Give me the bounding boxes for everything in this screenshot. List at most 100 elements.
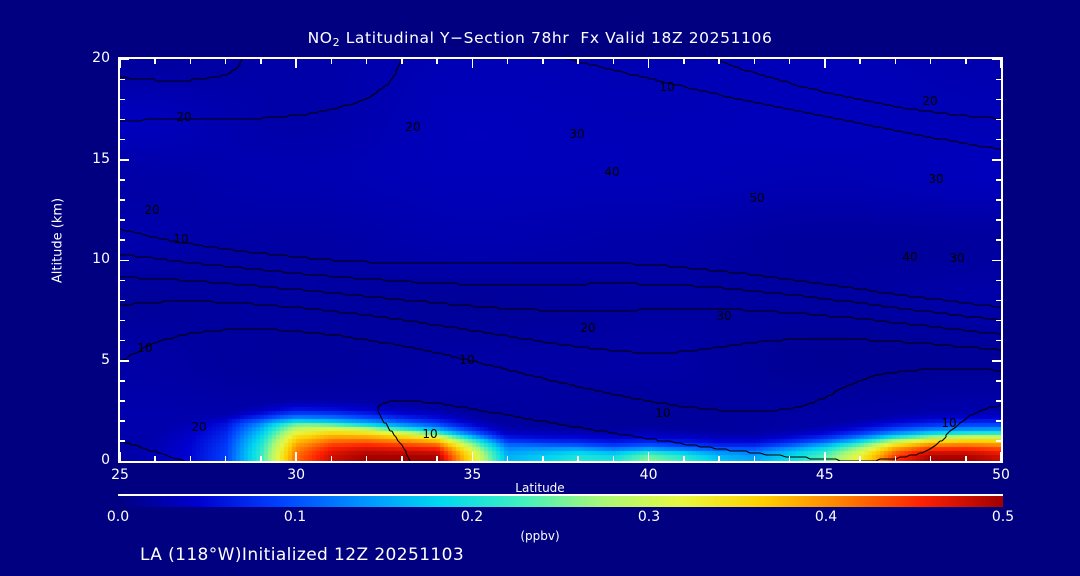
- colorbar-tick-label: 0.2: [460, 509, 484, 525]
- y-minor-tick: [120, 299, 125, 302]
- y-minor-tick: [120, 78, 125, 81]
- x-major-tick-top: [647, 59, 650, 68]
- y-tick-label: 10: [92, 251, 110, 267]
- x-minor-tick-top: [401, 59, 403, 64]
- x-minor-tick-top: [753, 59, 756, 64]
- x-major-tick: [1000, 452, 1002, 461]
- y-minor-tick: [120, 279, 125, 282]
- x-major-tick: [119, 452, 121, 461]
- y-minor-tick: [120, 138, 125, 141]
- x-tick-label: 25: [111, 467, 129, 483]
- y-minor-tick: [120, 239, 125, 241]
- y-major-tick: [120, 460, 129, 462]
- x-minor-tick: [683, 456, 685, 461]
- y-minor-tick: [120, 219, 125, 221]
- colorbar-gradient: [118, 494, 1003, 507]
- y-major-tick: [120, 58, 129, 60]
- colorbar[interactable]: [118, 494, 1003, 507]
- x-tick-label: 35: [463, 467, 482, 483]
- y-tick-label: 20: [92, 50, 110, 66]
- y-major-tick-right: [992, 159, 1001, 161]
- title-rest: Latitudinal Y−Section 78hr Fx Valid 18Z …: [340, 29, 773, 47]
- concentration-field: [120, 59, 1001, 461]
- contour-label: 10: [137, 341, 152, 355]
- contour-line-50: [120, 59, 1001, 322]
- x-tick-label: 50: [992, 467, 1010, 483]
- contour-label: 10: [422, 427, 437, 441]
- y-major-tick: [120, 360, 129, 362]
- title-species-prefix: NO: [307, 29, 333, 47]
- contour-label: 30: [949, 251, 964, 265]
- x-minor-tick-top: [683, 59, 685, 64]
- contour-label: 30: [569, 127, 584, 141]
- colorbar-tick-label: 0.4: [814, 509, 838, 525]
- x-minor-tick-top: [965, 59, 967, 64]
- y-minor-tick-right: [996, 380, 1001, 382]
- x-minor-tick: [330, 456, 333, 461]
- colorbar-tick-label: 0.1: [283, 509, 307, 525]
- contour-label: 40: [902, 250, 917, 264]
- x-major-tick-top: [1000, 59, 1002, 68]
- x-major-tick: [295, 452, 297, 461]
- footer-label: LA (118°W)Initialized 12Z 20251103: [140, 545, 465, 565]
- y-minor-tick-right: [996, 179, 1001, 181]
- contour-label: 10: [941, 416, 956, 430]
- y-tick-label: 5: [101, 351, 110, 368]
- y-minor-tick-right: [996, 279, 1001, 282]
- contour-label: 10: [655, 406, 670, 420]
- contour-label: 20: [144, 203, 159, 217]
- y-tick-label: 15: [92, 150, 110, 167]
- x-minor-tick: [577, 456, 579, 461]
- x-minor-tick: [260, 456, 262, 461]
- contour-label: 20: [922, 94, 937, 108]
- y-minor-tick-right: [996, 98, 1001, 101]
- y-minor-tick: [120, 420, 125, 422]
- x-minor-tick-top: [577, 59, 579, 64]
- y-minor-tick-right: [996, 239, 1001, 241]
- contour-label: 30: [716, 309, 731, 323]
- x-minor-tick-top: [365, 59, 368, 64]
- x-minor-tick-top: [260, 59, 262, 64]
- plot-area[interactable]: 10 20 20 30 20 40 50 30 10 20 40 30 30 20 10 10 10 10 10 20: [118, 57, 1003, 463]
- x-minor-tick: [542, 456, 544, 461]
- contour-label: 40: [604, 165, 619, 179]
- x-minor-tick: [436, 456, 438, 461]
- x-minor-tick: [612, 456, 615, 461]
- x-minor-tick: [965, 456, 967, 461]
- y-minor-tick-right: [996, 118, 1001, 121]
- x-minor-tick-top: [436, 59, 438, 64]
- x-minor-tick-top: [224, 59, 227, 64]
- x-minor-tick: [718, 456, 720, 461]
- x-minor-tick-top: [154, 59, 156, 64]
- x-minor-tick: [189, 456, 192, 461]
- x-tick-label: 45: [815, 467, 834, 483]
- contour-line-40: [120, 276, 1001, 336]
- y-minor-tick-right: [996, 299, 1001, 302]
- y-major-tick-right: [992, 58, 1001, 60]
- contour-label: 10: [459, 353, 474, 367]
- x-minor-tick: [859, 456, 861, 461]
- y-minor-tick: [120, 199, 125, 201]
- x-major-tick-top: [824, 59, 826, 68]
- y-minor-tick-right: [996, 420, 1001, 422]
- x-minor-tick-top: [189, 59, 192, 64]
- y-minor-tick-right: [996, 440, 1001, 442]
- x-minor-tick: [365, 456, 368, 461]
- x-minor-tick-top: [612, 59, 615, 64]
- x-tick-label: 40: [639, 467, 658, 483]
- x-minor-tick: [929, 456, 932, 461]
- contour-label: 20: [580, 321, 595, 335]
- x-minor-tick: [753, 456, 756, 461]
- colorbar-units-label: (ppbv): [520, 529, 560, 543]
- contour-overlay: 10 20 20 30 20 40 50 30 10 20 40 30 30 20 10 10 10 10 10 20: [120, 59, 1001, 461]
- contour-line-30: [120, 300, 1001, 354]
- x-major-tick-top: [471, 59, 474, 68]
- x-minor-tick: [894, 456, 897, 461]
- colorbar-tick-label: 0.3: [637, 509, 661, 525]
- y-minor-tick: [120, 98, 125, 101]
- x-tick-label: 30: [287, 467, 306, 483]
- y-tick-label: 0: [101, 452, 110, 468]
- y-minor-tick: [120, 339, 125, 342]
- x-major-tick: [471, 452, 474, 461]
- y-minor-tick-right: [996, 199, 1001, 201]
